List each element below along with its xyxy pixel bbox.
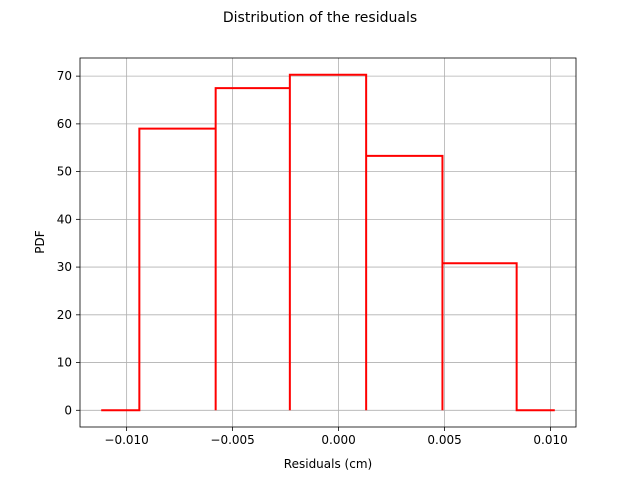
grid-layer (80, 58, 576, 427)
y-tick-label: 10 (57, 356, 72, 370)
y-axis-label: PDF (33, 230, 47, 253)
chart-title: Distribution of the residuals (223, 10, 417, 26)
x-tick-label: 0.000 (321, 433, 355, 447)
y-tick-label: 70 (57, 69, 72, 83)
pdf-series-line (101, 73, 555, 412)
y-tick-label: 50 (57, 165, 72, 179)
y-tick-label: 40 (57, 212, 72, 226)
x-axis-label: Residuals (cm) (284, 457, 372, 471)
series-layer (101, 73, 555, 412)
x-tick-label: −0.010 (104, 433, 148, 447)
y-tick-label: 20 (57, 308, 72, 322)
x-tick-label: 0.010 (533, 433, 567, 447)
x-tick-label: 0.005 (427, 433, 461, 447)
y-tick-label: 60 (57, 117, 72, 131)
tick-layer: −0.010 −0.005 0.000 0.005 0.010 0 10 20 30 40 50 60… (57, 69, 568, 447)
y-tick-label: 30 (57, 260, 72, 274)
x-tick-label: −0.005 (210, 433, 254, 447)
axes-frame (79, 57, 577, 428)
y-tick-label: 0 (64, 403, 72, 417)
